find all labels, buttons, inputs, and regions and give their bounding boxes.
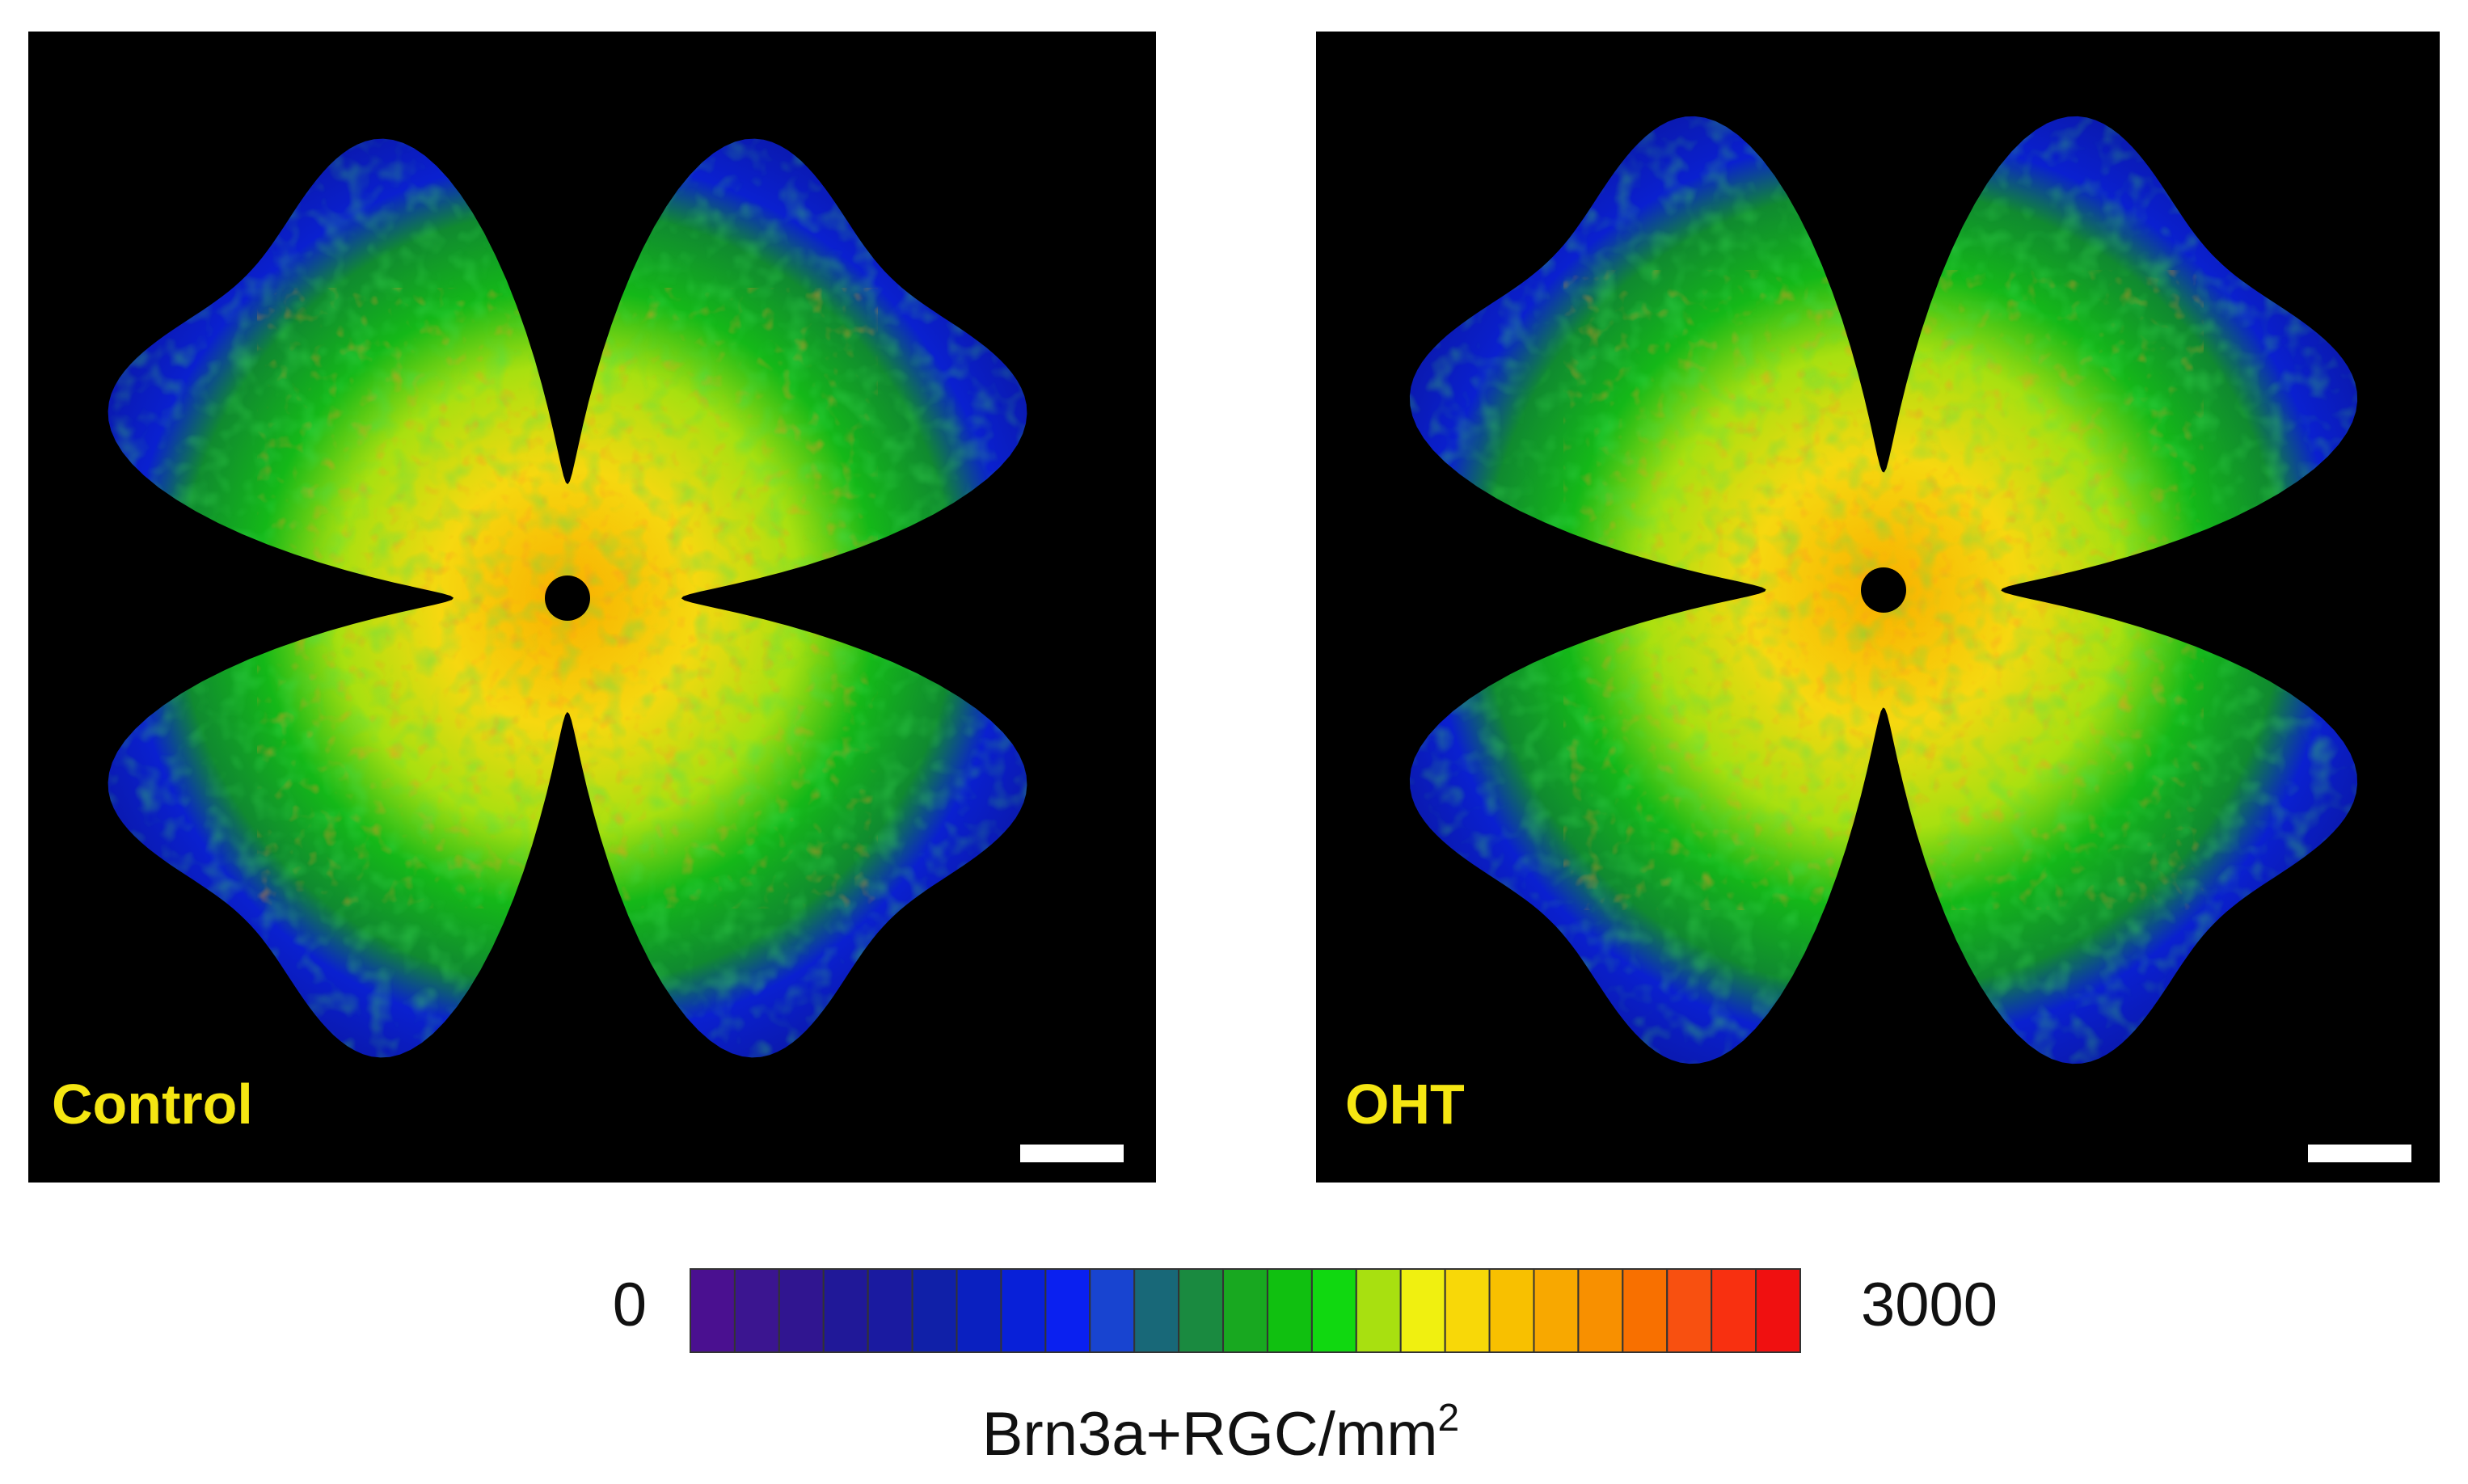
color-swatch bbox=[867, 1268, 913, 1353]
color-swatch bbox=[956, 1268, 1002, 1353]
color-swatch bbox=[1711, 1268, 1757, 1353]
color-swatch bbox=[1178, 1268, 1225, 1353]
color-swatch bbox=[1000, 1268, 1047, 1353]
color-swatch bbox=[1310, 1268, 1357, 1353]
color-swatch bbox=[1266, 1268, 1313, 1353]
color-swatch bbox=[1666, 1268, 1713, 1353]
color-swatch bbox=[1444, 1268, 1491, 1353]
panel-label: OHT bbox=[1345, 1073, 1465, 1136]
color-swatch bbox=[778, 1268, 825, 1353]
color-swatch bbox=[733, 1268, 780, 1353]
color-bar-unit: Brn3a+RGC/mm bbox=[982, 1400, 1438, 1469]
color-bar bbox=[690, 1268, 1802, 1353]
scale-bar bbox=[2308, 1145, 2411, 1162]
color-swatch bbox=[1622, 1268, 1669, 1353]
color-swatch bbox=[1577, 1268, 1624, 1353]
color-swatch bbox=[1133, 1268, 1180, 1353]
color-swatch bbox=[911, 1268, 958, 1353]
panel-label: Control bbox=[52, 1073, 253, 1136]
color-bar-superscript: 2 bbox=[1438, 1397, 1460, 1440]
color-bar-title: Brn3a+RGC/mm2 bbox=[982, 1397, 1460, 1469]
color-swatch bbox=[690, 1268, 736, 1353]
color-bar-min: 0 bbox=[613, 1271, 647, 1339]
scale-bar bbox=[1020, 1145, 1124, 1162]
optic-nerve bbox=[545, 575, 590, 621]
color-swatch bbox=[1089, 1268, 1136, 1353]
optic-nerve bbox=[1861, 567, 1906, 613]
color-swatch bbox=[1533, 1268, 1580, 1353]
color-bar-max: 3000 bbox=[1861, 1271, 1998, 1339]
color-swatch bbox=[1755, 1268, 1802, 1353]
color-swatch bbox=[1399, 1268, 1446, 1353]
color-swatch bbox=[1222, 1268, 1268, 1353]
color-swatch bbox=[1355, 1268, 1402, 1353]
color-swatch bbox=[1488, 1268, 1535, 1353]
color-swatch bbox=[822, 1268, 869, 1353]
color-swatch bbox=[1044, 1268, 1091, 1353]
